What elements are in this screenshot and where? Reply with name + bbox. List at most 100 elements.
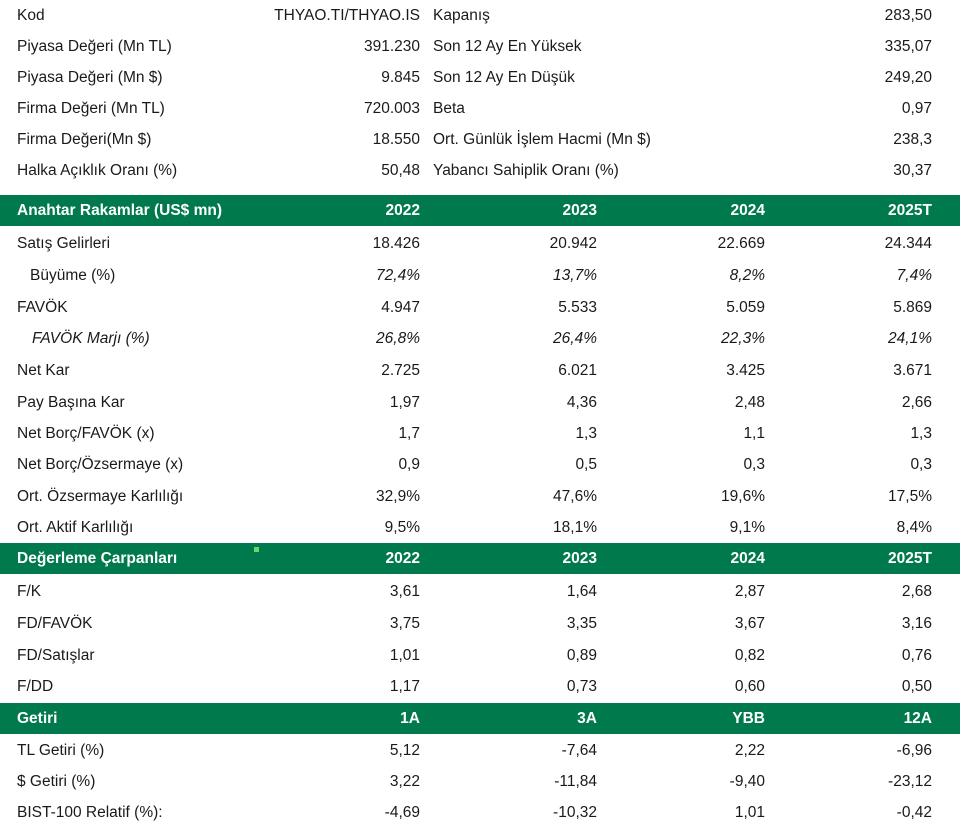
table-cell: 47,6% [553, 488, 597, 505]
table-cell: 8,2% [729, 267, 765, 284]
column-header: 2024 [730, 550, 765, 567]
table-cell: 24.344 [884, 235, 932, 252]
table-cell: 3,35 [566, 615, 597, 632]
table-cell: 1,1 [743, 425, 765, 442]
valuation-header: Değerleme Çarpanları 2022 2023 2024 2025… [0, 543, 960, 574]
table-cell: -6,96 [896, 742, 932, 759]
table-cell: 5,12 [389, 742, 420, 759]
column-header: 3A [577, 710, 597, 727]
table-cell: 6.021 [558, 362, 597, 379]
table-cell: 3.425 [726, 362, 765, 379]
column-header: 1A [400, 710, 420, 727]
info-value: 335,07 [884, 38, 932, 55]
table-cell: 13,7% [553, 267, 597, 284]
table-cell: -7,64 [561, 742, 597, 759]
table-row: FAVÖK Marjı (%) 26,8% 26,4% 22,3% 24,1% [0, 323, 960, 354]
table-cell: 3,67 [734, 615, 765, 632]
table-row: F/DD 1,17 0,73 0,60 0,50 [0, 671, 960, 702]
table-cell: -10,32 [553, 804, 597, 821]
column-header: 2024 [730, 202, 765, 219]
table-cell: 3,22 [389, 773, 420, 790]
info-label: Yabancı Sahiplik Oranı (%) [433, 162, 619, 179]
table-row: FD/FAVÖK 3,75 3,35 3,67 3,16 [0, 608, 960, 639]
column-header: 2025T [888, 550, 932, 567]
row-label: Net Borç/Özsermaye (x) [17, 456, 184, 473]
table-cell: 0,3 [743, 456, 765, 473]
row-label: Satış Gelirleri [17, 235, 111, 252]
info-label: Firma Değeri (Mn TL) [17, 100, 165, 117]
table-cell: 0,73 [566, 678, 597, 695]
row-label: Ort. Aktif Karlılığı [17, 519, 134, 536]
row-label: FD/Satışlar [17, 647, 95, 664]
table-cell: 9,5% [384, 519, 420, 536]
info-row: Firma Değeri (Mn TL) 720.003 Beta 0,97 [0, 93, 960, 124]
info-value: 720.003 [363, 100, 420, 117]
info-value: 391.230 [363, 38, 420, 55]
row-label: Pay Başına Kar [17, 394, 125, 411]
info-row: Piyasa Değeri (Mn TL) 391.230 Son 12 Ay … [0, 31, 960, 62]
table-cell: 24,1% [888, 330, 932, 347]
table-cell: 0,82 [734, 647, 765, 664]
row-label: Net Kar [17, 362, 70, 379]
table-row: F/K 3,61 1,64 2,87 2,68 [0, 576, 960, 607]
column-header: 2022 [385, 550, 420, 567]
table-row: FAVÖK 4.947 5.533 5.059 5.869 [0, 292, 960, 323]
table-cell: 0,3 [910, 456, 932, 473]
table-cell: 32,9% [376, 488, 420, 505]
table-cell: 20.942 [549, 235, 597, 252]
table-cell: 22,3% [721, 330, 765, 347]
row-label: TL Getiri (%) [17, 742, 105, 759]
table-cell: 5.059 [726, 299, 765, 316]
table-cell: 26,4% [553, 330, 597, 347]
table-cell: 4,36 [566, 394, 597, 411]
table-cell: 2,48 [734, 394, 765, 411]
returns-header: Getiri 1A 3A YBB 12A [0, 703, 960, 734]
table-cell: 1,64 [566, 583, 597, 600]
column-header: 2023 [562, 202, 597, 219]
column-header: 2025T [888, 202, 932, 219]
info-label: Son 12 Ay En Düşük [433, 69, 575, 86]
table-cell: 5.533 [558, 299, 597, 316]
table-row: Net Kar 2.725 6.021 3.425 3.671 [0, 355, 960, 386]
table-cell: 1,3 [910, 425, 932, 442]
table-cell: 3,75 [389, 615, 420, 632]
info-row: Firma Değeri(Mn $) 18.550 Ort. Günlük İş… [0, 124, 960, 155]
info-label: Ort. Günlük İşlem Hacmi (Mn $) [433, 131, 651, 148]
table-row: $ Getiri (%) 3,22 -11,84 -9,40 -23,12 [0, 766, 960, 797]
info-label: Halka Açıklık Oranı (%) [17, 162, 178, 179]
table-cell: 0,50 [901, 678, 932, 695]
table-cell: 0,89 [566, 647, 597, 664]
table-cell: 7,4% [896, 267, 932, 284]
column-header: 2023 [562, 550, 597, 567]
table-cell: -23,12 [888, 773, 932, 790]
table-cell: 0,5 [575, 456, 597, 473]
marker-dot [254, 547, 259, 552]
info-value: THYAO.TI/THYAO.IS [274, 7, 420, 24]
table-cell: 2,87 [734, 583, 765, 600]
row-label: Ort. Özsermaye Karlılığı [17, 488, 184, 505]
table-cell: -9,40 [729, 773, 765, 790]
info-label: Piyasa Değeri (Mn $) [17, 69, 163, 86]
table-cell: 1,97 [389, 394, 420, 411]
info-value: 18.550 [372, 131, 420, 148]
table-cell: 3.671 [893, 362, 932, 379]
table-row: Net Borç/FAVÖK (x) 1,7 1,3 1,1 1,3 [0, 418, 960, 449]
table-cell: 2,66 [901, 394, 932, 411]
key-figures-header: Anahtar Rakamlar (US$ mn) 2022 2023 2024… [0, 195, 960, 226]
table-row: Büyüme (%) 72,4% 13,7% 8,2% 7,4% [0, 260, 960, 291]
info-label: Son 12 Ay En Yüksek [433, 38, 582, 55]
table-row: Pay Başına Kar 1,97 4,36 2,48 2,66 [0, 387, 960, 418]
column-header: 2022 [385, 202, 420, 219]
table-cell: 9,1% [729, 519, 765, 536]
info-label: Kod [17, 7, 45, 24]
table-row: Net Borç/Özsermaye (x) 0,9 0,5 0,3 0,3 [0, 449, 960, 480]
row-label: FAVÖK Marjı (%) [32, 330, 150, 347]
table-cell: 19,6% [721, 488, 765, 505]
table-cell: 3,16 [901, 615, 932, 632]
table-row: TL Getiri (%) 5,12 -7,64 2,22 -6,96 [0, 735, 960, 766]
table-cell: 1,3 [575, 425, 597, 442]
table-cell: 18.426 [372, 235, 420, 252]
info-row: Kod THYAO.TI/THYAO.IS Kapanış 283,50 [0, 0, 960, 31]
table-cell: 0,9 [398, 456, 420, 473]
table-cell: 4.947 [381, 299, 420, 316]
